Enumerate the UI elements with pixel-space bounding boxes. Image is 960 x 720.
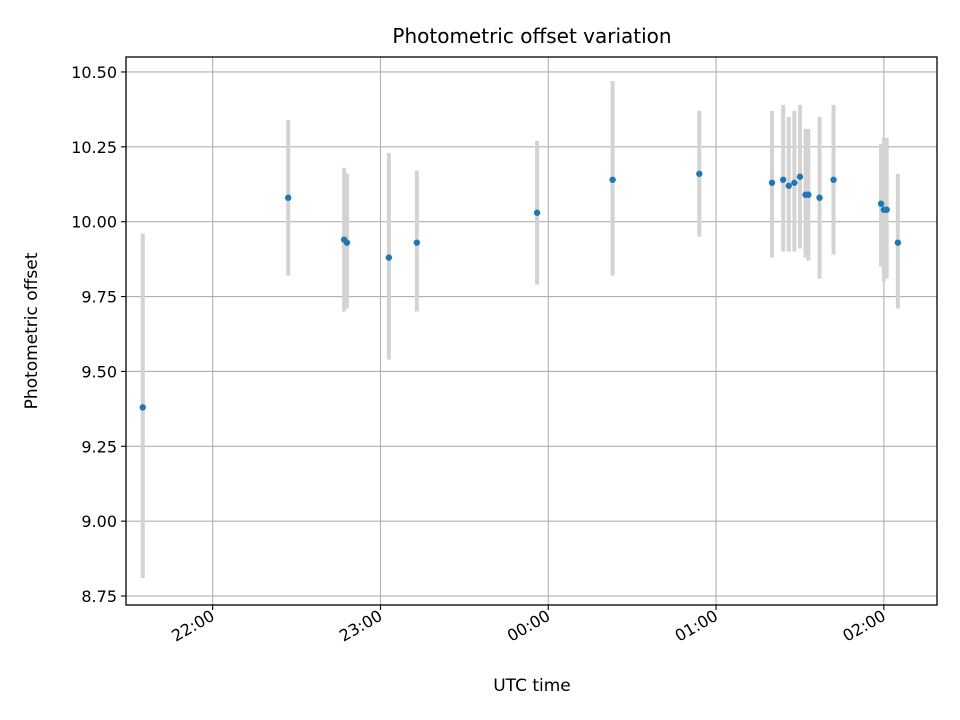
data-point	[533, 209, 541, 216]
data-point	[413, 239, 421, 246]
y-tick-label: 9.00	[81, 512, 117, 531]
data-point	[768, 179, 776, 186]
y-tick-label: 10.25	[71, 138, 117, 157]
data-point	[791, 179, 798, 186]
data-point	[609, 176, 616, 183]
y-tick-label: 10.00	[71, 213, 117, 232]
y-tick-label: 9.50	[81, 362, 117, 381]
data-point	[883, 206, 890, 213]
chart-title: Photometric offset variation	[392, 24, 671, 48]
data-point	[816, 194, 823, 201]
plot-frame	[125, 56, 938, 606]
data-point	[779, 176, 787, 183]
data-point	[343, 239, 351, 246]
data-point	[877, 200, 885, 207]
y-tick-label: 9.25	[81, 437, 117, 456]
x-axis-label: UTC time	[493, 676, 571, 696]
y-tick-label: 9.75	[81, 288, 117, 307]
y-axis-ticks: 8.75 9.00 9.25 9.50 9.75 10.00 10.25 10.50	[71, 63, 126, 606]
data-point	[385, 254, 393, 261]
data-point	[830, 176, 837, 183]
y-tick-label: 8.75	[81, 587, 117, 606]
data-point	[796, 173, 804, 180]
data-point	[139, 404, 146, 411]
data-point	[894, 239, 902, 246]
y-tick-label: 10.50	[71, 63, 117, 82]
y-axis-label: Photometric offset	[22, 252, 42, 409]
data-point	[285, 194, 292, 201]
data-point	[696, 170, 703, 177]
data-point	[785, 182, 792, 189]
grid	[126, 57, 937, 605]
data-points	[139, 170, 902, 411]
data-point	[805, 191, 812, 198]
